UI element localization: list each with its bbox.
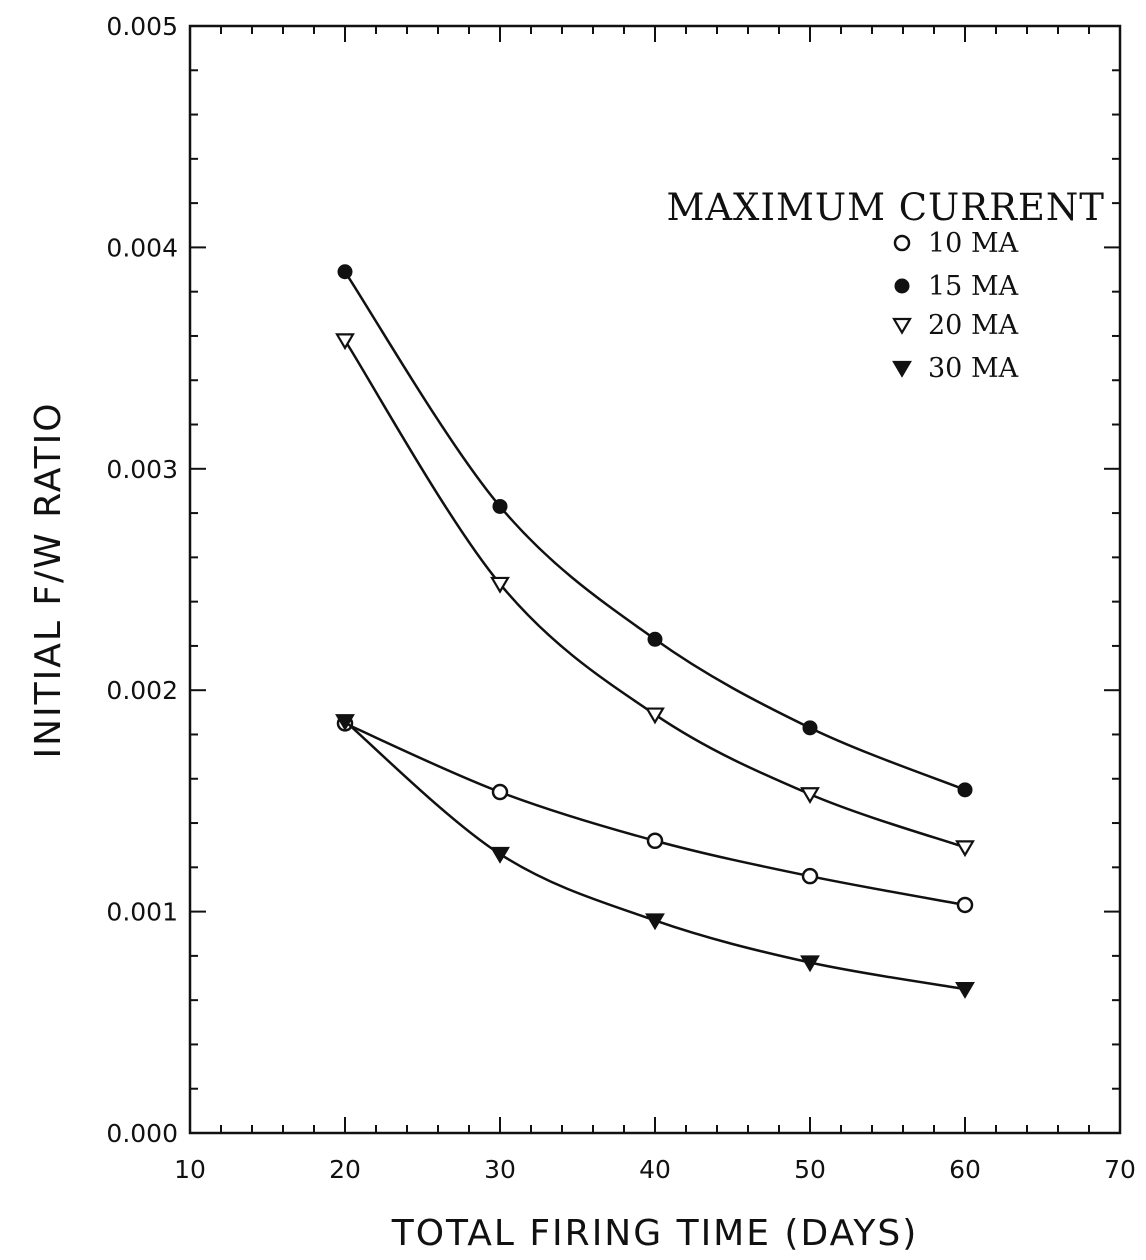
data-point — [490, 846, 510, 864]
legend-label: 30 MA — [928, 353, 1019, 384]
legend-item: 20 MA — [892, 310, 1019, 341]
x-tick-label: 20 — [329, 1155, 361, 1184]
legend-label: 15 MA — [928, 271, 1019, 302]
data-point — [492, 498, 508, 514]
data-point — [645, 707, 665, 725]
series-line — [343, 339, 966, 849]
data-point — [801, 867, 819, 885]
y-axis-title: INITIAL F/W RATIO — [28, 401, 69, 758]
legend-marker — [892, 360, 912, 378]
x-tick-label: 10 — [174, 1155, 206, 1184]
data-point — [490, 576, 510, 594]
legend-label: 10 MA — [928, 228, 1019, 259]
x-tick-label: 60 — [949, 1155, 981, 1184]
y-tick-label: 0.003 — [106, 455, 178, 484]
data-point — [646, 832, 664, 850]
y-tick-label: 0.001 — [106, 898, 178, 927]
series-line — [344, 722, 966, 907]
x-tick-label: 30 — [484, 1155, 516, 1184]
series-layer — [335, 264, 975, 999]
data-point — [337, 264, 353, 280]
legend-item: 15 MA — [894, 271, 1019, 302]
legend: MAXIMUM CURRENT 10 MA 15 MA 20 MA 30 MA — [666, 186, 1105, 384]
data-point — [645, 913, 665, 931]
data-point — [955, 981, 975, 999]
data-point — [335, 333, 355, 351]
minor-ticks — [190, 26, 1120, 1133]
series-15-ma — [337, 264, 973, 798]
data-point — [800, 787, 820, 805]
x-tick-label: 40 — [639, 1155, 671, 1184]
series-line — [343, 271, 966, 791]
x-tick-labels: 10 20 30 40 50 60 70 — [174, 1155, 1136, 1184]
major-ticks — [189, 25, 1121, 1134]
legend-label: 20 MA — [928, 310, 1019, 341]
series-10-ma — [336, 715, 974, 914]
data-point — [335, 714, 355, 731]
legend-item: 30 MA — [892, 353, 1019, 384]
y-tick-label: 0.005 — [106, 12, 178, 41]
data-point — [800, 955, 820, 973]
legend-marker — [892, 317, 912, 335]
y-tick-label: 0.004 — [106, 233, 178, 262]
data-point — [957, 782, 973, 798]
data-point — [802, 720, 818, 736]
y-tick-label: 0.002 — [106, 676, 178, 705]
legend-marker — [893, 234, 911, 252]
x-tick-label: 70 — [1104, 1155, 1136, 1184]
series-30-ma — [335, 714, 975, 999]
y-tick-label: 0.000 — [106, 1119, 178, 1148]
y-tick-labels: 0.000 0.001 0.002 0.003 0.004 0.005 — [106, 12, 178, 1148]
data-point — [647, 631, 663, 647]
series-line — [344, 720, 966, 991]
legend-item: 10 MA — [893, 228, 1019, 259]
x-tick-label: 50 — [794, 1155, 826, 1184]
legend-items: 10 MA 15 MA 20 MA 30 MA — [892, 228, 1019, 384]
series-20-ma — [335, 333, 975, 858]
legend-marker — [894, 278, 910, 294]
data-point — [956, 896, 974, 914]
data-point — [491, 783, 509, 801]
x-axis-title: TOTAL FIRING TIME (DAYS) — [391, 1213, 919, 1254]
data-point — [955, 840, 975, 858]
legend-title: MAXIMUM CURRENT — [666, 186, 1105, 229]
